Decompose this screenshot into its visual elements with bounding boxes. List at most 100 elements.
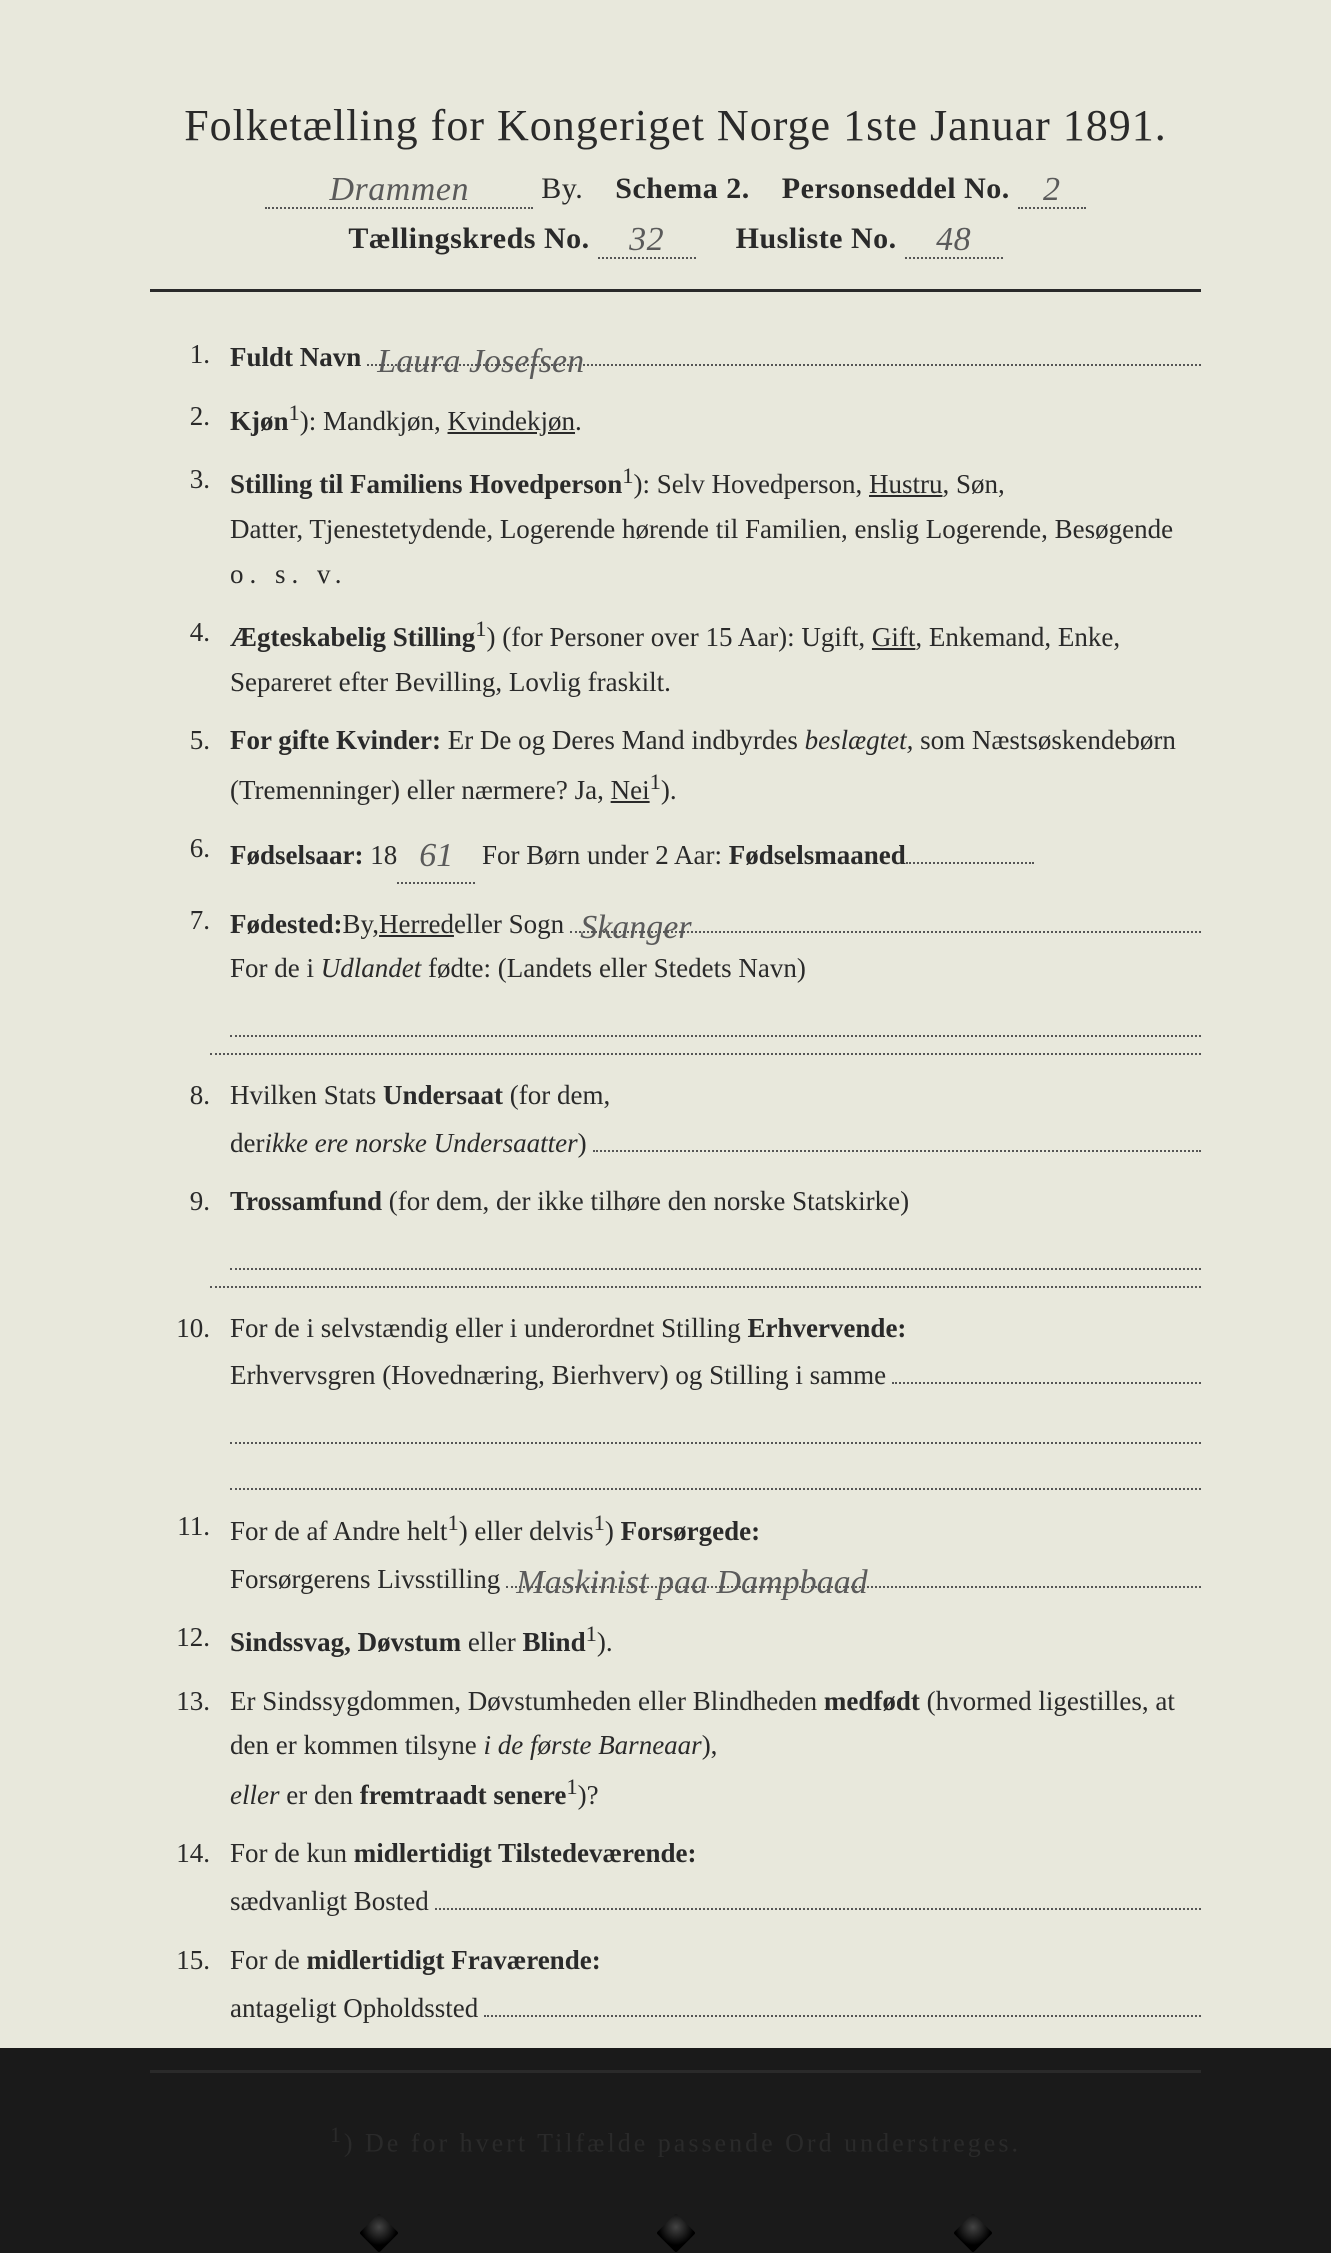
items-list: 1. Fuldt Navn Laura Josefsen 2. Kjøn1): …: [150, 332, 1201, 2030]
undersaat-field: [593, 1117, 1201, 1151]
text: (for dem,: [503, 1080, 610, 1110]
line2: For de i Udlandet fødte: (Landets eller …: [230, 946, 1201, 991]
item-content: For de midlertidigt Fraværende: antageli…: [230, 1938, 1201, 2030]
item-content: Stilling til Familiens Hovedperson1): Se…: [230, 457, 1201, 596]
section-divider: [210, 1286, 1201, 1288]
text: fødte: (Landets eller Stedets Navn): [421, 953, 806, 983]
item-number: 2.: [150, 394, 230, 444]
item-6: 6. Fødselsaar: 1861 For Børn under 2 Aar…: [150, 826, 1201, 884]
item-content: Ægteskabelig Stilling1) (for Personer ov…: [230, 610, 1201, 704]
ital: eller: [230, 1780, 279, 1810]
text: 18: [363, 840, 397, 870]
header-line-3: Tællingskreds No. 32 Husliste No. 48: [150, 219, 1201, 259]
text: eller Sogn: [454, 902, 564, 947]
husliste-label: Husliste No.: [736, 222, 897, 255]
text: ).: [661, 775, 677, 805]
item-content: Hvilken Stats Undersaat (for dem, der ik…: [230, 1073, 1201, 1165]
item-number: 8.: [150, 1073, 230, 1165]
text: der: [230, 1121, 264, 1166]
herred-underlined: Herred: [379, 902, 454, 947]
text: ) eller delvis: [459, 1516, 594, 1546]
label-stilling: Stilling til Familiens Hovedperson: [230, 469, 622, 499]
item-content: For de kun midlertidigt Tilstedeværende:…: [230, 1831, 1201, 1923]
sup: 1: [566, 1774, 577, 1799]
maaned-field: [906, 862, 1034, 864]
blank-line: [230, 1230, 1201, 1270]
item-9: 9. Trossamfund (for dem, der ikke tilhør…: [150, 1179, 1201, 1269]
fodested-field: Skanger: [570, 898, 1201, 932]
item-number: 14.: [150, 1831, 230, 1923]
forsorger-field: Maskinist paa Dampbaad: [506, 1553, 1201, 1587]
item-content: Fødested: By, Herred eller Sogn Skanger …: [230, 898, 1201, 1036]
text: Erhvervsgren (Hovednæring, Bierhverv) og…: [230, 1353, 886, 1398]
item-content: Sindssvag, Døvstum eller Blind1).: [230, 1615, 1201, 1665]
sup: 1: [622, 463, 633, 488]
sup: 1: [475, 616, 486, 641]
hole-icon: [656, 2213, 696, 2253]
item-7: 7. Fødested: By, Herred eller Sogn Skang…: [150, 898, 1201, 1036]
navn-value: Laura Josefsen: [377, 334, 584, 366]
item-10: 10. For de i selvstændig eller i underor…: [150, 1306, 1201, 1490]
item-content: Fuldt Navn Laura Josefsen: [230, 332, 1201, 380]
gift-underlined: Gift: [872, 622, 916, 652]
ital: beslægtet,: [805, 725, 914, 755]
item-content: Kjøn1): Mandkjøn, Kvindekjøn.: [230, 394, 1201, 444]
blank-line: [230, 1450, 1201, 1490]
sup: 1: [594, 1510, 605, 1535]
text: antageligt Opholdssted: [230, 1986, 478, 2031]
opholdssted-field: [484, 1982, 1201, 2016]
personseddel-field: 2: [1018, 169, 1086, 209]
label-aegteskab: Ægteskabelig Stilling: [230, 622, 475, 652]
item-13: 13. Er Sindssygdommen, Døvstumheden elle…: [150, 1679, 1201, 1818]
taellingskreds-label: Tællingskreds No.: [348, 222, 589, 255]
by-field: Drammen: [265, 169, 533, 209]
item-number: 6.: [150, 826, 230, 884]
item-11: 11. For de af Andre helt1) eller delvis1…: [150, 1504, 1201, 1601]
label-fuldt-navn: Fuldt Navn: [230, 335, 361, 380]
hole-icon: [953, 2213, 993, 2253]
forsorger-value: Maskinist paa Dampbaad: [516, 1555, 867, 1587]
personseddel-value: 2: [1043, 171, 1061, 208]
item-content: Er Sindssygdommen, Døvstumheden eller Bl…: [230, 1679, 1201, 1818]
sup: 1: [650, 769, 661, 794]
text: For de af Andre helt: [230, 1516, 447, 1546]
text: For de i selvstændig eller i underordnet…: [230, 1313, 747, 1343]
text: ): Mandkjøn,: [300, 406, 448, 436]
item-content: For de af Andre helt1) eller delvis1) Fo…: [230, 1504, 1201, 1601]
text: sædvanligt Bosted: [230, 1879, 429, 1924]
item-1: 1. Fuldt Navn Laura Josefsen: [150, 332, 1201, 380]
by-value: Drammen: [329, 171, 468, 208]
label-kjon: Kjøn: [230, 406, 289, 436]
text: Er Sindssygdommen, Døvstumheden eller Bl…: [230, 1686, 824, 1716]
label-gifte-kvinder: For gifte Kvinder:: [230, 725, 441, 755]
schema-label: Schema 2.: [615, 172, 750, 205]
taellingskreds-value: 32: [629, 221, 664, 258]
item-5: 5. For gifte Kvinder: Er De og Deres Man…: [150, 718, 1201, 812]
item-2: 2. Kjøn1): Mandkjøn, Kvindekjøn.: [150, 394, 1201, 444]
bold: midlertidigt Tilstedeværende:: [354, 1838, 697, 1868]
personseddel-label: Personseddel No.: [782, 172, 1010, 205]
text: eller: [461, 1627, 522, 1657]
sup: 1: [447, 1510, 458, 1535]
erhverv-field: [892, 1350, 1201, 1384]
sup: 1: [586, 1621, 597, 1646]
bold: Sindssvag, Døvstum: [230, 1627, 461, 1657]
label-fodested: Fødested:: [230, 902, 342, 947]
text: Forsørgerens Livsstilling: [230, 1557, 500, 1602]
item-4: 4. Ægteskabelig Stilling1) (for Personer…: [150, 610, 1201, 704]
fodested-value: Skanger: [580, 900, 691, 932]
text: For de kun: [230, 1838, 354, 1868]
item-15: 15. For de midlertidigt Fraværende: anta…: [150, 1938, 1201, 2030]
footer-divider: [150, 2070, 1201, 2073]
hole-icon: [359, 2213, 399, 2253]
text: ): [578, 1121, 587, 1166]
item-number: 5.: [150, 718, 230, 812]
item-number: 10.: [150, 1306, 230, 1490]
footnote: 1) De for hvert Tilfælde passende Ord un…: [150, 2123, 1201, 2159]
bold: fremtraadt senere: [360, 1780, 567, 1810]
section-divider: [210, 1053, 1201, 1055]
text: Hvilken Stats: [230, 1080, 383, 1110]
text: , Søn,: [943, 469, 1005, 499]
bold: medfødt: [824, 1686, 920, 1716]
item-content: Trossamfund (for dem, der ikke tilhøre d…: [230, 1179, 1201, 1269]
